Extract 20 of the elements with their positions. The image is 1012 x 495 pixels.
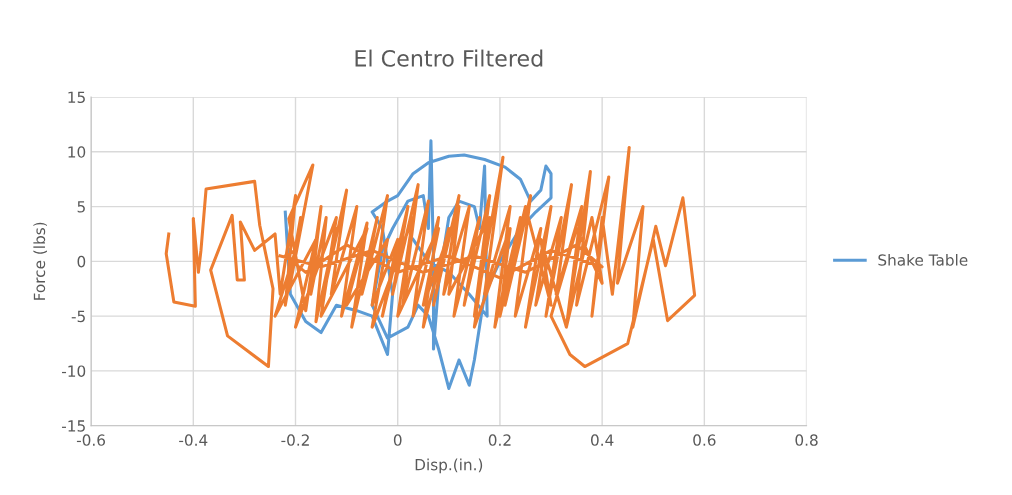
chart-title: El Centro Filtered	[355, 49, 543, 67]
x-tick-label: 0.8	[795, 434, 818, 446]
y-tick-label: 5	[77, 201, 85, 213]
x-tick-label: 0	[393, 434, 402, 446]
x-tick-label: 0.6	[693, 434, 716, 446]
y-tick-label: -5	[71, 310, 85, 323]
x-tick-label: -0.6	[76, 434, 106, 446]
y-axis-title: Force (lbs)	[33, 222, 47, 300]
x-tick-label: -0.2	[281, 434, 309, 446]
x-tick-label: -0.4	[179, 434, 208, 446]
x-tick-label: 0.4	[591, 434, 614, 446]
y-tick-label: 10	[68, 146, 86, 158]
line-series	[164, 145, 697, 369]
y-tick-label: -10	[62, 365, 86, 377]
y-tick-label: -15	[62, 420, 85, 432]
x-tick-label: 0.2	[488, 434, 511, 446]
y-tick-label: 0	[77, 255, 86, 268]
x-axis-title: Disp.(in.)	[415, 458, 483, 474]
y-tick-label: 15	[68, 91, 85, 104]
legend-label: Shake Table	[878, 253, 968, 266]
